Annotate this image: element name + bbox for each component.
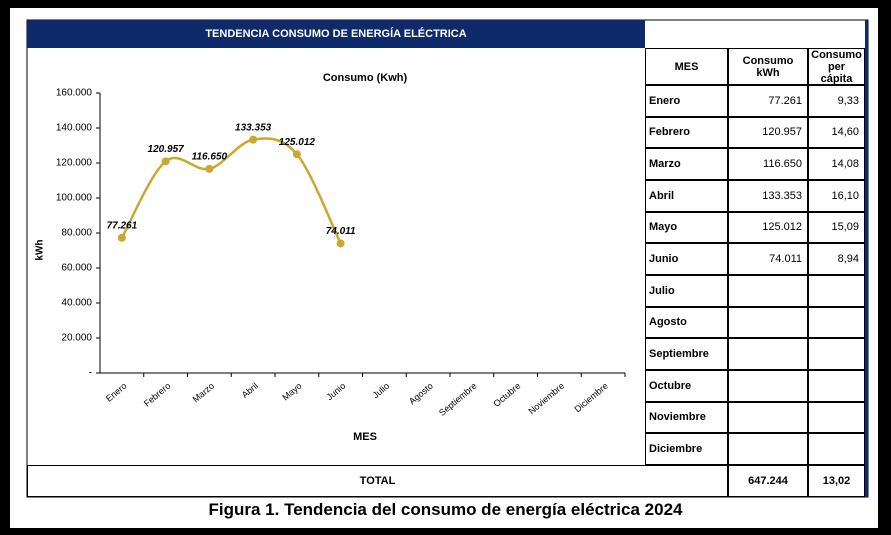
x-tick-label: Marzo xyxy=(191,381,217,405)
caption: Figura 1. Tendencia del consumo de energ… xyxy=(208,500,683,519)
line xyxy=(120,137,342,245)
value-cell: 16,10 xyxy=(808,180,865,212)
value-cell: 116.650 xyxy=(728,148,808,180)
point xyxy=(249,135,258,144)
month-cell: Diciembre xyxy=(645,433,728,465)
y-axis-label: kWh xyxy=(35,239,46,260)
x-tick-label: Octubre xyxy=(491,381,522,409)
point xyxy=(117,233,126,242)
total-value: 13,02 xyxy=(808,465,865,497)
value-cell xyxy=(808,433,865,465)
x-tick-label: Enero xyxy=(104,381,129,404)
point xyxy=(336,239,345,248)
value-cell xyxy=(808,401,865,434)
value-cell: 14,08 xyxy=(808,148,865,180)
data-label: 133.353 xyxy=(235,122,272,133)
month-cell: Mayo xyxy=(645,211,728,244)
y-tick-label: 60.000 xyxy=(61,263,92,274)
point xyxy=(292,150,301,159)
month-cell: Enero xyxy=(645,85,728,117)
y-tick-label: 80.000 xyxy=(61,228,92,239)
value-cell: 74.011 xyxy=(728,243,808,275)
column-header: MES xyxy=(645,48,728,85)
sheet xyxy=(10,8,878,528)
x-tick-label: Agosto xyxy=(407,381,435,407)
value-cell xyxy=(808,338,865,370)
value-cell xyxy=(808,370,865,402)
chart-title: Consumo (Kwh) xyxy=(323,72,408,84)
column-header: Consumo per cápita xyxy=(808,48,865,85)
month-cell: Marzo xyxy=(645,148,728,180)
value-cell xyxy=(728,433,808,465)
title-bar: TENDENCIA CONSUMO DE ENERGÍA ELÉCTRICA xyxy=(27,20,645,48)
value-cell xyxy=(808,306,865,339)
data-label: 125.012 xyxy=(279,137,316,148)
month-cell: Septiembre xyxy=(645,338,728,370)
point xyxy=(161,157,170,166)
data-label: 116.650 xyxy=(192,152,228,163)
y-tick-label: - xyxy=(89,368,92,379)
value-cell: 125.012 xyxy=(728,211,808,244)
x-tick-label: Febrero xyxy=(142,381,173,409)
value-cell: 14,60 xyxy=(808,116,865,149)
y-tick-label: 100.000 xyxy=(56,193,93,204)
side-strip xyxy=(865,20,868,497)
value-cell xyxy=(728,338,808,370)
data-label: 77.261 xyxy=(107,220,138,231)
value-cell xyxy=(728,306,808,339)
x-axis-label: MES xyxy=(353,431,377,443)
value-cell xyxy=(728,370,808,402)
x-tick-label: Junio xyxy=(325,381,348,402)
data-label: 74.011 xyxy=(326,226,356,237)
value-cell xyxy=(808,275,865,307)
x-tick-label: Noviembre xyxy=(526,381,566,417)
x-tick-label: Mayo xyxy=(280,381,303,403)
x-tick-label: Diciembre xyxy=(572,381,609,415)
total-label: TOTAL xyxy=(27,465,728,497)
value-cell: 9,33 xyxy=(808,85,865,117)
value-cell: 120.957 xyxy=(728,116,808,149)
value-cell: 15,09 xyxy=(808,211,865,244)
y-tick-label: 40.000 xyxy=(61,298,92,309)
month-cell: Agosto xyxy=(645,306,728,339)
month-cell: Junio xyxy=(645,243,728,275)
value-cell xyxy=(728,401,808,434)
value-cell: 133.353 xyxy=(728,180,808,212)
value-cell: 8,94 xyxy=(808,243,865,275)
y-tick-label: 120.000 xyxy=(56,158,93,169)
total-value: 647.244 xyxy=(728,465,808,497)
month-cell: Febrero xyxy=(645,116,728,149)
month-cell: Abril xyxy=(645,180,728,212)
y-tick-label: 20.000 xyxy=(61,333,92,344)
x-tick-label: Abril xyxy=(240,381,260,400)
month-cell: Octubre xyxy=(645,370,728,402)
point xyxy=(205,164,214,173)
value-cell: 77.261 xyxy=(728,85,808,117)
value-cell xyxy=(728,275,808,307)
month-cell: Julio xyxy=(645,275,728,307)
y-tick-label: 140.000 xyxy=(56,123,93,134)
data-label: 120.957 xyxy=(148,144,185,155)
month-cell: Noviembre xyxy=(645,401,728,434)
x-tick-label: Julio xyxy=(371,381,392,401)
y-tick-label: 160.000 xyxy=(56,88,93,99)
column-header: Consumo kWh xyxy=(728,48,808,85)
x-tick-label: Septiembre xyxy=(437,381,479,418)
